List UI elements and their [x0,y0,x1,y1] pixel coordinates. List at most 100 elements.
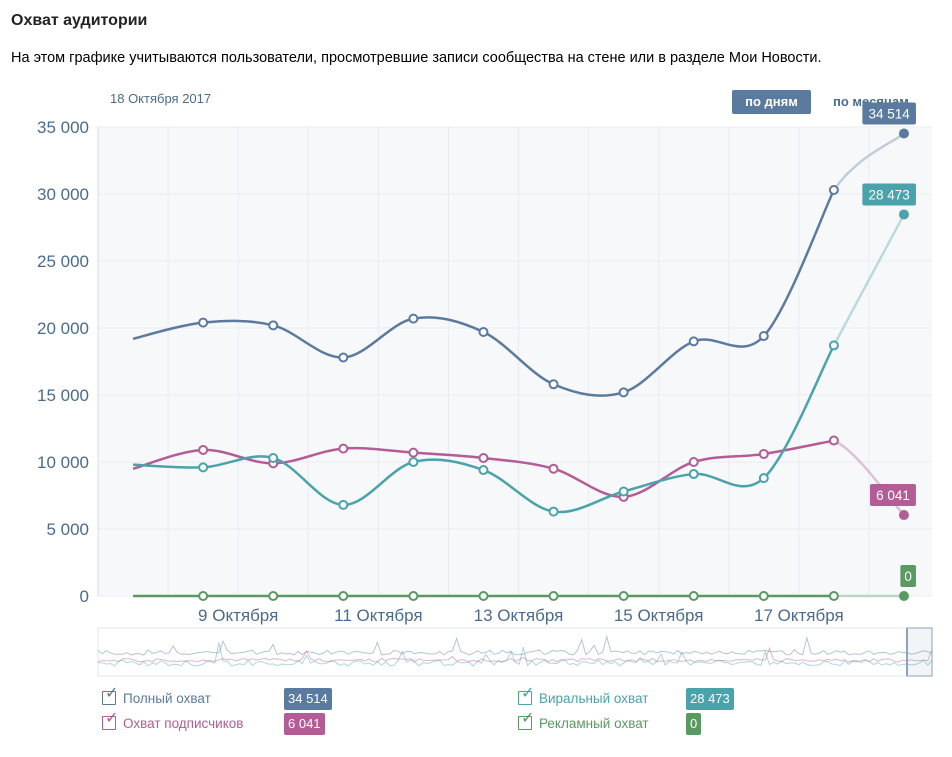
point-full [828,184,839,195]
legend-label-full: Полный охват [123,690,211,706]
point-full [898,128,909,139]
point-ads [338,591,349,601]
chart-points [198,128,909,601]
end-label-bg-full [862,102,916,125]
end-label-full: 34 514 [869,107,911,122]
point-subscribers [758,448,769,459]
checkbox-full[interactable]: ✓ [102,686,118,705]
series-line-partial-subscribers [833,439,905,516]
point-full [268,320,279,331]
point-ads [198,591,209,601]
series-line-partial-viral [832,213,906,347]
legend-item-ads[interactable]: ✓ Рекламный охват [518,711,649,733]
point-ads [268,591,279,601]
x-tick-label: 9 Октября [198,606,278,625]
point-ads [758,591,769,601]
series-line-partial-full [832,132,905,191]
point-subscribers [548,463,559,474]
point-viral [688,469,699,480]
point-viral [618,486,629,497]
legend-value-viral: 28 473 [686,688,734,710]
point-full [478,327,489,338]
end-label-bg-subscribers [869,484,916,507]
checkbox-subscribers[interactable]: ✓ [102,711,118,730]
navigator-selection [906,627,933,677]
x-tick-label: 17 Октября [754,606,844,625]
point-viral [758,473,769,484]
point-ads [898,591,909,601]
point-viral [408,457,419,467]
point-subscribers [898,510,909,521]
point-subscribers [688,457,699,467]
section-title: Охват аудитории [11,12,148,29]
chart-end-labels: 34 514 28 473 6 041 0 [862,102,916,587]
end-label-ads: 0 [904,569,912,584]
point-subscribers [408,447,419,458]
end-label-subscribers: 6 041 [876,488,910,503]
point-full [338,352,349,363]
end-label-bg-ads [900,565,916,587]
y-tick-label: 25 000 [37,252,89,271]
check-icon: ✓ [105,685,119,702]
legend-value-subscribers: 6 041 [284,713,325,735]
point-full [758,331,769,342]
navigator-line-subscribers [97,646,933,663]
y-tick-label: 35 000 [37,118,89,137]
section-description: На этом графике учитываются пользователи… [11,50,822,66]
navigator-line-full [97,634,933,656]
point-viral [548,506,559,517]
series-line-full [132,189,836,397]
y-axis-ticks: 0 5 000 10 000 15 000 20 000 25 000 30 000 35 0… [37,118,89,606]
checkbox-viral[interactable]: ✓ [518,686,534,705]
x-tick-label: 13 Октября [474,606,564,625]
check-icon: ✓ [105,710,119,727]
point-viral [338,499,349,510]
legend-item-subscribers[interactable]: ✓ Охват подписчиков [102,711,244,733]
y-tick-label: 20 000 [37,319,89,338]
chart-series [132,132,906,598]
series-line-viral [132,344,835,514]
end-label-viral: 28 473 [869,187,910,202]
y-tick-label: 30 000 [37,185,89,204]
point-viral [828,340,839,351]
y-tick-label: 5 000 [46,520,89,539]
point-full [548,379,559,390]
x-tick-label: 11 Октября [334,606,422,625]
point-subscribers [338,443,349,454]
point-subscribers [198,444,209,455]
point-viral [898,209,909,220]
legend-value-full: 34 514 [284,688,332,710]
point-viral [198,462,209,473]
legend-label-subscribers: Охват подписчиков [123,715,244,731]
point-subscribers [828,435,839,446]
check-icon: ✓ [521,685,535,702]
point-ads [688,591,699,601]
point-full [408,313,419,324]
x-tick-label: 15 Октября [614,606,704,625]
legend-item-full[interactable]: ✓ Полный охват [102,686,211,708]
y-tick-label: 15 000 [37,386,89,405]
point-ads [618,591,629,601]
point-subscribers [478,452,489,463]
navigator-line-viral [98,642,933,667]
range-navigator [97,627,933,677]
legend-label-ads: Рекламный охват [539,715,649,731]
by-days-button[interactable]: по дням [732,90,811,114]
end-label-bg-viral [862,183,916,206]
legend-value-ads: 0 [686,713,702,735]
plot-area [98,127,932,596]
point-viral [478,465,489,476]
y-tick-label: 10 000 [37,453,89,472]
point-full [198,317,209,328]
y-tick-label: 0 [80,587,89,606]
point-ads [408,591,419,601]
point-viral [268,452,279,463]
checkbox-ads[interactable]: ✓ [518,711,534,730]
legend-item-viral[interactable]: ✓ Виральный охват [518,686,649,708]
chart-grid [97,126,932,597]
point-ads [828,591,839,601]
legend-label-viral: Виральный охват [539,690,649,706]
point-full [618,387,629,398]
point-full [688,336,699,347]
